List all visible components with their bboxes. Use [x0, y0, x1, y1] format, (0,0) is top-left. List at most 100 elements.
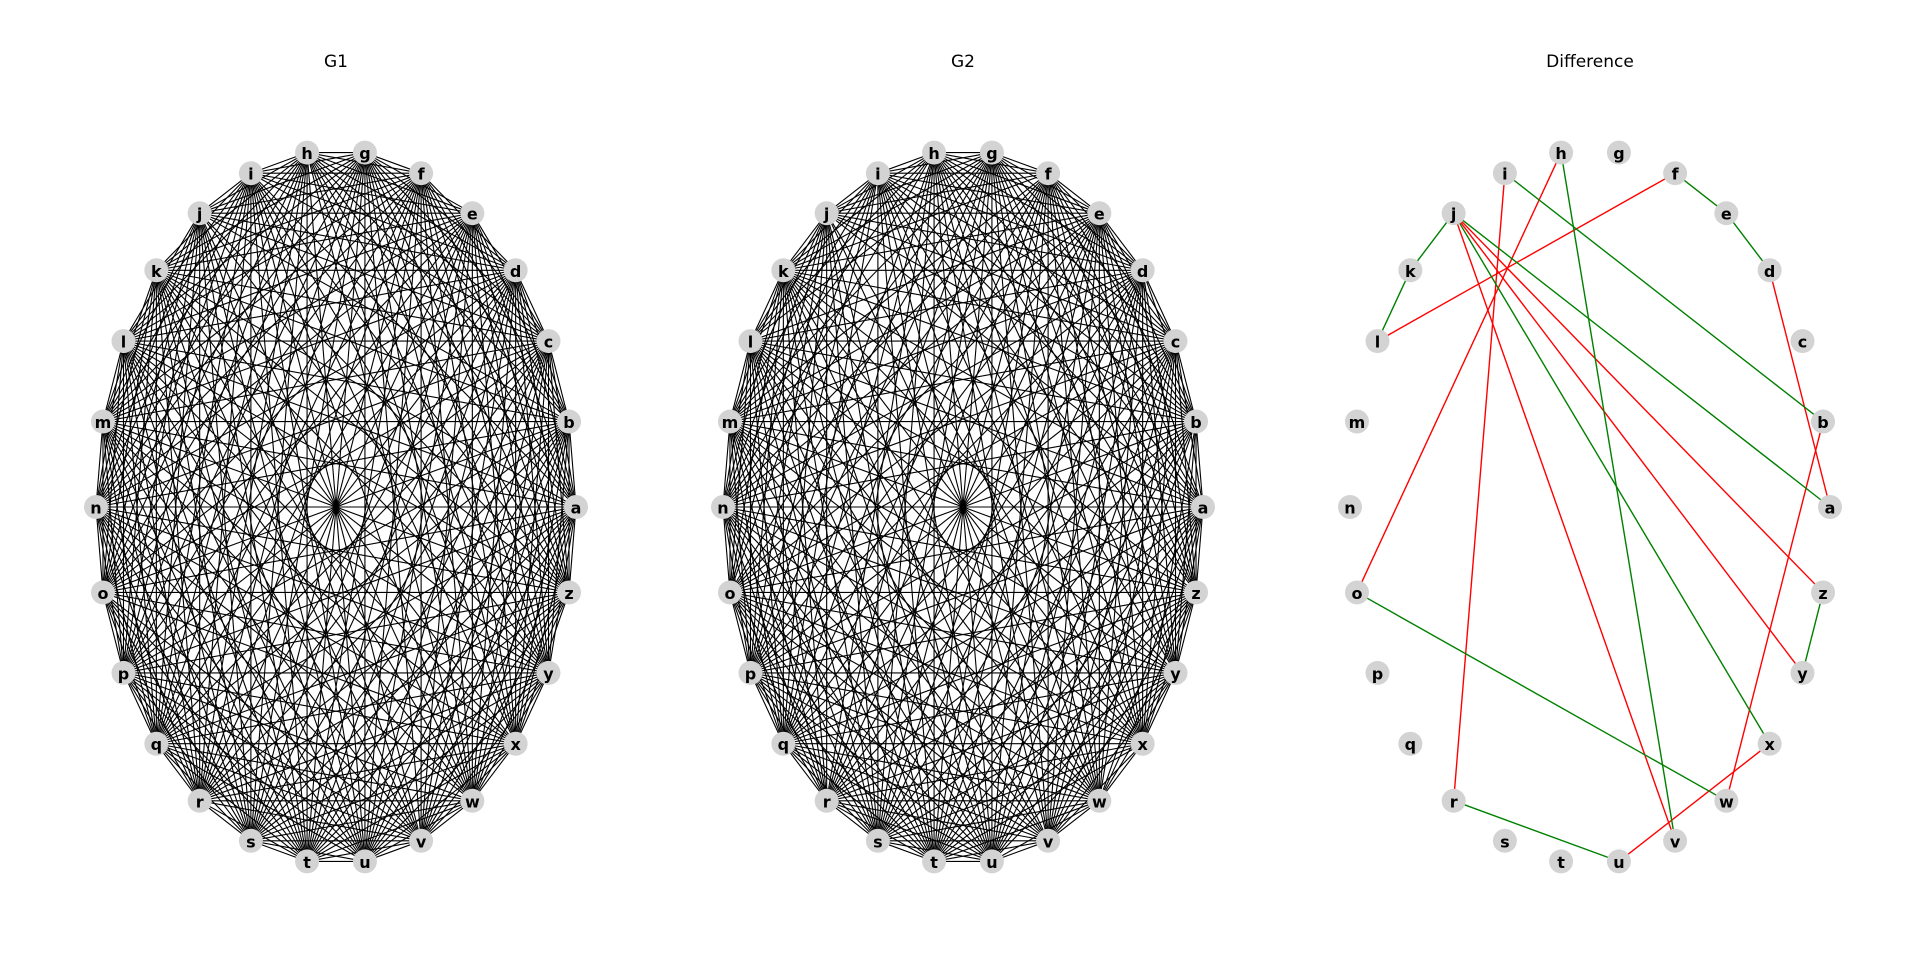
edge-f-k [783, 172, 1049, 271]
node-v: v [1036, 828, 1061, 853]
node-circle [1338, 495, 1362, 519]
node-a: a [1191, 495, 1215, 519]
edge-q-y [783, 672, 1176, 745]
edge-r-z [826, 591, 1197, 802]
edge-q-w [783, 743, 1100, 802]
node-label: e [1094, 205, 1105, 224]
edge-b-e [471, 212, 570, 422]
edge-p-x [123, 672, 516, 745]
edge-j-u [826, 213, 993, 862]
node-circle [84, 495, 108, 519]
node-label: l [748, 333, 753, 352]
edge-v-y [1047, 672, 1176, 842]
node-label: n [1344, 499, 1355, 518]
edge-a-p [123, 506, 577, 674]
edge-h-x [306, 152, 517, 744]
edge-b-y [1174, 421, 1197, 673]
edge-k-p [749, 270, 784, 673]
edge-o-t [102, 592, 308, 862]
edge-q-t [783, 743, 935, 862]
node-label: v [416, 832, 427, 851]
node-w: w [460, 788, 485, 813]
node-circle [1036, 161, 1061, 186]
edge-h-x [933, 152, 1144, 744]
node-label: y [543, 664, 554, 683]
edge-b-e [1098, 212, 1197, 422]
edge-x-y [515, 672, 550, 744]
diff-edge-k-l [1376, 269, 1411, 342]
edge-n-t [95, 506, 308, 862]
edge-n-q [95, 506, 157, 744]
edge-i-n [722, 172, 879, 508]
node-label: f [1672, 165, 1680, 184]
node-circle [460, 201, 485, 226]
edge-c-n [95, 340, 549, 508]
edge-p-q [749, 672, 784, 744]
edge-r-x [826, 743, 1143, 802]
edge-i-y [877, 172, 1176, 674]
edge-e-h [933, 152, 1100, 214]
edge-p-w [750, 672, 1100, 802]
edge-s-w [877, 800, 1100, 842]
edge-l-v [750, 340, 1049, 842]
edge-o-y [102, 591, 549, 674]
edge-b-c [1174, 340, 1197, 422]
diff-edge-y-z [1801, 592, 1824, 674]
node-circle [1714, 201, 1739, 226]
node-circle [1811, 580, 1836, 605]
edge-h-m [729, 152, 935, 422]
edge-m-s [102, 421, 252, 841]
edge-o-r [729, 592, 828, 802]
node-circle [557, 409, 582, 434]
node-b: b [1811, 409, 1836, 434]
edge-u-z [364, 592, 570, 862]
node-circle [771, 258, 796, 283]
node-circle [1549, 849, 1574, 874]
panel-title-difference: Difference [1546, 52, 1634, 72]
node-label: q [1405, 735, 1416, 754]
edge-t-x [306, 743, 516, 862]
node-circle [90, 409, 115, 434]
edge-q-t [156, 743, 308, 862]
node-label: o [1351, 584, 1362, 603]
node-circle [1606, 849, 1631, 874]
edge-q-y [156, 672, 549, 745]
node-e: e [1714, 201, 1739, 226]
node-circle [238, 161, 263, 186]
edge-a-f [420, 172, 577, 508]
node-circle [352, 140, 377, 165]
edge-j-t [199, 213, 308, 862]
node-label: w [465, 792, 480, 811]
edge-k-n [95, 270, 157, 508]
edge-d-o [729, 269, 1143, 593]
edge-l-z [123, 340, 570, 593]
node-label: v [1043, 832, 1054, 851]
node-circle [187, 788, 212, 813]
edge-c-r [199, 340, 549, 802]
node-label: z [1818, 584, 1827, 603]
edge-d-s [877, 270, 1144, 842]
node-label: s [873, 832, 883, 851]
node-circle [1344, 409, 1369, 434]
node-label: x [510, 735, 521, 754]
node-circle [295, 849, 320, 874]
edge-n-t [722, 506, 935, 862]
edge-i-n [95, 172, 252, 508]
node-circle [1757, 258, 1782, 283]
edges-g1 [95, 152, 577, 862]
edge-k-p [122, 270, 157, 673]
edge-k-w [782, 269, 1100, 802]
edge-l-x [123, 340, 517, 745]
edge-m-q [102, 421, 157, 744]
node-circle [865, 828, 890, 853]
edge-i-l [750, 172, 879, 342]
nodes-difference: a b c d e f g h i j k l m n o p q r s t u v w x y z [1338, 140, 1842, 874]
diff-edge-j-z [1453, 212, 1824, 593]
node-k: k [144, 258, 169, 283]
edge-p-u [123, 672, 366, 862]
node-r: r [187, 788, 212, 813]
edge-q-v [156, 743, 422, 842]
edge-g-w [991, 152, 1100, 801]
diff-edge-o-w [1356, 591, 1727, 802]
edge-s-x [877, 743, 1143, 842]
